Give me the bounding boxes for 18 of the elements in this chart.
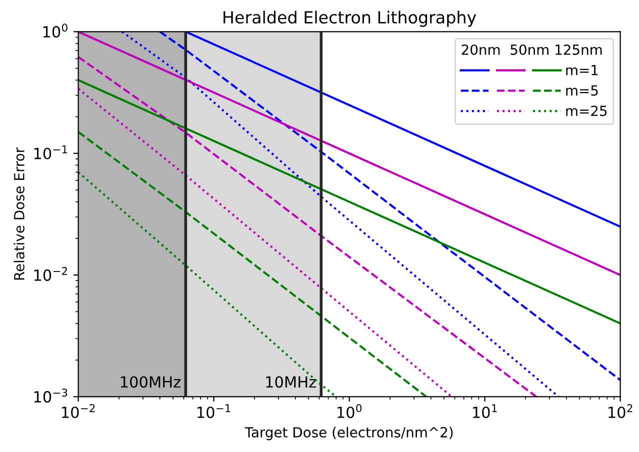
chart-title: Heralded Electron Lithography (224, 10, 476, 27)
x-tick-label: 10$^{−2}$ (62, 404, 95, 418)
y-tick-label: 10$^{−2}$ (34, 266, 67, 281)
y-tick-label: 10$^{−1}$ (34, 145, 68, 160)
x-tick-label: 10$^{2}$ (608, 404, 632, 418)
y-tick-label: 10$^{0}$ (43, 24, 68, 38)
band-label: 10MHz (266, 376, 316, 388)
y-tick-label: 10$^{−3}$ (34, 388, 68, 403)
legend-label: m=25 (566, 106, 607, 116)
y-axis-title: Relative Dose Error (14, 147, 24, 280)
x-tick-label: 10$^{0}$ (338, 404, 362, 418)
x-axis-title: Target Dose (electrons/nm^2) (244, 426, 453, 440)
x-tick-label: 10$^{−1}$ (198, 404, 230, 418)
x-tick-label: 10$^{1}$ (473, 404, 497, 418)
legend-title: 20nm 50nm 125nm (462, 44, 602, 55)
legend-label: m=5 (566, 85, 598, 96)
band-label: 100MHz (120, 376, 180, 388)
legend-label: m=1 (566, 65, 598, 76)
